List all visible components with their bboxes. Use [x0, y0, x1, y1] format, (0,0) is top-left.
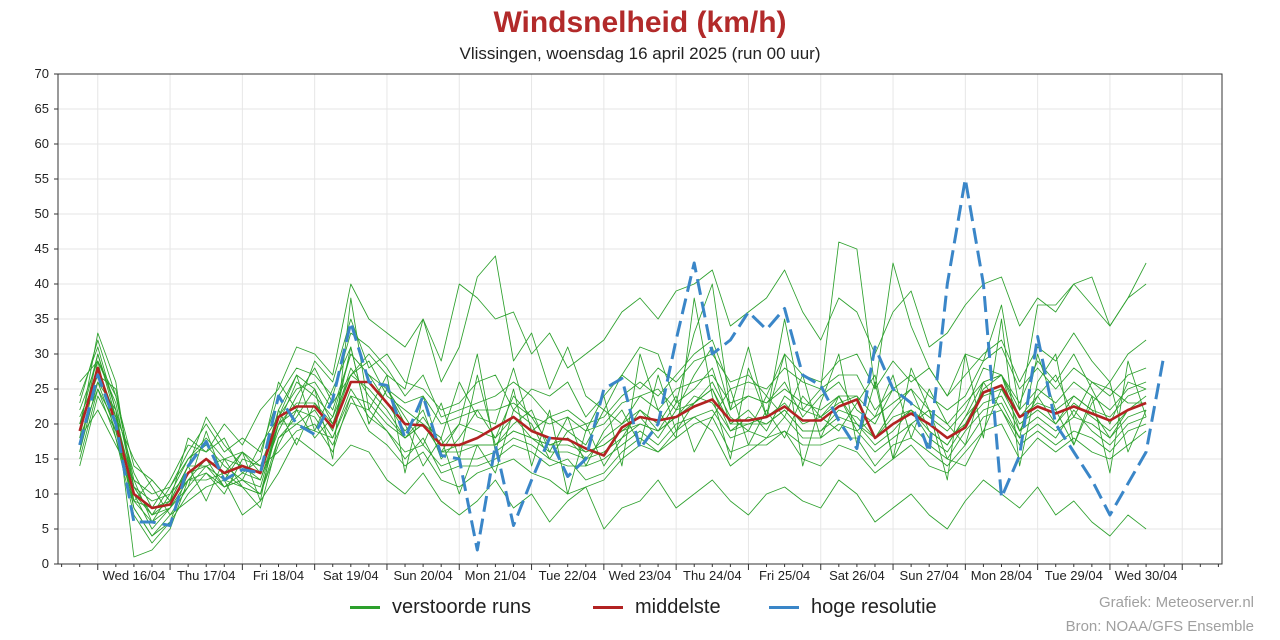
series-ensemble-line: [79, 395, 1147, 537]
legend-label-ensemble: verstoorde runs: [392, 596, 531, 618]
x-tick-label: Fri 25/04: [759, 568, 810, 583]
y-tick-label: 5: [42, 521, 49, 536]
series-ensemble-line: [79, 374, 1147, 516]
hires-series: [78, 177, 1166, 552]
plot-frame: [57, 73, 1223, 565]
legend-label-mean: middelste: [635, 596, 721, 618]
chart-title: Windsnelheid (km/h): [493, 6, 787, 39]
series-ensemble-line: [79, 374, 1147, 502]
x-tick-label: Wed 30/04: [1115, 568, 1178, 583]
x-tick-label: Sat 19/04: [323, 568, 379, 583]
x-tick-label: Tue 22/04: [539, 568, 597, 583]
series-ensemble-line: [79, 332, 1147, 495]
y-tick-label: 65: [35, 101, 49, 116]
series-ensemble-line: [79, 353, 1147, 516]
series-ensemble-line: [79, 318, 1147, 509]
x-tick-label: Sun 27/04: [900, 568, 959, 583]
y-tick-label: 30: [35, 346, 49, 361]
legend-item-ensemble: verstoorde runs: [350, 596, 531, 619]
x-tick-label: Mon 28/04: [971, 568, 1032, 583]
ensemble-runs: [79, 241, 1147, 558]
series-ensemble-line: [79, 346, 1147, 509]
y-tick-label: 10: [35, 486, 49, 501]
x-tick-label: Thu 17/04: [177, 568, 236, 583]
x-tick-label: Mon 21/04: [465, 568, 526, 583]
x-tick-label: Thu 24/04: [683, 568, 742, 583]
y-tick-label: 45: [35, 241, 49, 256]
mean-series: [78, 366, 1147, 510]
series-ensemble-line: [79, 297, 1147, 523]
series-ensemble-line: [79, 269, 1147, 502]
y-tick-label: 0: [42, 556, 49, 571]
series-ensemble-line: [79, 346, 1147, 502]
x-tick-label: Wed 23/04: [609, 568, 672, 583]
legend: verstoorde runs middelste hoge resolutie: [0, 596, 1280, 622]
legend-label-hires: hoge resolutie: [811, 596, 937, 618]
y-tick-label: 15: [35, 451, 49, 466]
y-tick-label: 40: [35, 276, 49, 291]
credit-source: Bron: NOAA/GFS Ensemble: [1065, 618, 1254, 635]
series-ensemble-line: [79, 353, 1147, 516]
axes: 0 5 10 15 20 25 30 35 40 45 50 55 60 65 70 Wed 16/04 Thu…: [35, 66, 1223, 583]
y-tick-label: 20: [35, 416, 49, 431]
legend-swatch-ensemble: [350, 606, 380, 609]
x-tick-label: Wed 16/04: [103, 568, 166, 583]
series-ensemble-line: [79, 241, 1147, 537]
x-tick-label: Sat 26/04: [829, 568, 885, 583]
legend-swatch-mean: [593, 606, 623, 609]
x-tick-label: Fri 18/04: [253, 568, 304, 583]
grid-layer: [58, 73, 1222, 565]
y-tick-label: 50: [35, 206, 49, 221]
x-tick-label: Tue 29/04: [1045, 568, 1103, 583]
legend-swatch-hires: [769, 606, 799, 609]
credit-graph: Grafiek: Meteoserver.nl: [1098, 594, 1254, 611]
series-hires-line: [78, 177, 1166, 552]
y-tick-label: 35: [35, 311, 49, 326]
y-tick-label: 70: [35, 66, 49, 81]
chart-subtitle: Vlissingen, woensdag 16 april 2025 (run …: [459, 44, 821, 63]
y-tick-label: 55: [35, 171, 49, 186]
legend-item-hires: hoge resolutie: [769, 596, 937, 619]
legend-item-mean: middelste: [593, 596, 721, 619]
x-tick-label: Sun 20/04: [393, 568, 452, 583]
series-mean-line: [78, 366, 1147, 510]
y-tick-label: 60: [35, 136, 49, 151]
y-tick-label: 25: [35, 381, 49, 396]
series-ensemble-line: [79, 381, 1147, 558]
